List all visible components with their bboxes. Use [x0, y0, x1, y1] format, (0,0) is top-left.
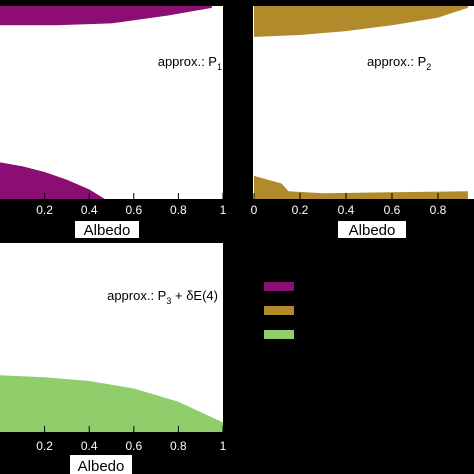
legend	[264, 282, 294, 339]
panel-3-tick-label: 0.8	[170, 439, 187, 453]
panel-2-tick-label: 0	[251, 203, 258, 217]
panel-2-tick-label: 0.2	[292, 203, 309, 217]
panel-2-xlabel-box	[338, 221, 406, 238]
panel-3-regions	[0, 375, 223, 432]
panel-1-plot-area	[0, 6, 223, 199]
panel-1-tick-label: 0.2	[36, 203, 53, 217]
panel-3: 0.2 0.4 0.6 0.8 1 approx.: P3 + δE(4) Albedo	[0, 243, 227, 474]
panel-1: 0.2 0.4 0.6 0.8 1 approx.: P1 Albedo	[0, 6, 227, 239]
panel-1-xlabel-box	[75, 221, 139, 238]
panel-1-xlabel: Albedo	[84, 222, 131, 239]
panel-3-xlabel: Albedo	[78, 458, 125, 474]
panel-3-tick-label: 0.6	[125, 439, 142, 453]
panel-1-tick-label: 0.8	[170, 203, 187, 217]
panel-2-regions	[254, 6, 468, 199]
panel-1-ticks: 0.2 0.4 0.6 0.8 1	[36, 193, 227, 217]
panel-2-annotation: approx.: P2	[367, 54, 431, 72]
panel-2-region-bottom	[254, 175, 468, 199]
legend-swatch-green	[264, 330, 294, 339]
panel-3-tick-label: 1	[220, 439, 227, 453]
panel-1-region-top	[0, 6, 212, 26]
panel-2-plot-area	[253, 6, 474, 199]
panel-1-tick-label: 1	[220, 203, 227, 217]
panel-2-region-top	[254, 6, 468, 37]
legend-swatch-gold	[264, 306, 294, 315]
panel-2-xlabel: Albedo	[349, 222, 396, 239]
panel-1-regions	[0, 6, 212, 199]
panel-3-region-bottom	[0, 375, 223, 432]
panel-3-xlabel-box	[70, 455, 132, 474]
legend-swatch-purple	[264, 282, 294, 291]
panel-1-region-bottom	[0, 162, 105, 199]
panel-1-annotation: approx.: P1	[158, 54, 222, 72]
panel-3-ticks: 0.2 0.4 0.6 0.8 1	[36, 426, 227, 453]
panel-3-tick-label: 0.2	[36, 439, 53, 453]
panel-3-annotation: approx.: P3 + δE(4)	[107, 288, 218, 306]
panel-2-tick-label: 0.6	[384, 203, 401, 217]
panel-1-tick-label: 0.4	[81, 203, 98, 217]
panel-1-tick-label: 0.6	[125, 203, 142, 217]
panel-2-tick-label: 0.4	[338, 203, 355, 217]
panel-2-tick-label: 0.8	[430, 203, 447, 217]
panel-3-tick-label: 0.4	[81, 439, 98, 453]
panel-2: 0 0.2 0.4 0.6 0.8 approx.: P2 Albedo	[251, 6, 474, 239]
panel-2-ticks: 0 0.2 0.4 0.6 0.8	[251, 193, 447, 217]
